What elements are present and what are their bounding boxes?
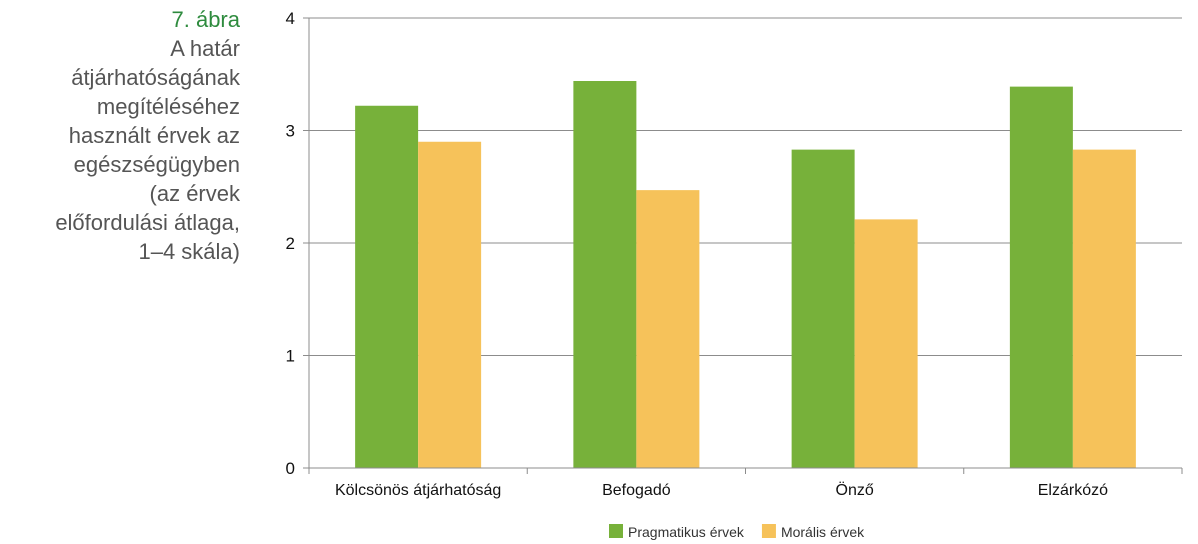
x-tick-label: Befogadó bbox=[602, 482, 671, 499]
bar bbox=[418, 141, 482, 468]
y-tick-label: 4 bbox=[286, 9, 295, 28]
y-tick-label: 3 bbox=[286, 122, 295, 141]
bar bbox=[636, 190, 700, 468]
x-tick-label: Önző bbox=[836, 481, 874, 499]
bar bbox=[791, 149, 855, 468]
figure-caption: 7. ábra A határ átjárhatóságának megítél… bbox=[0, 6, 240, 266]
x-tick-label: Elzárkózó bbox=[1038, 482, 1108, 499]
bar bbox=[573, 81, 637, 468]
legend-swatch bbox=[761, 524, 776, 538]
legend-label: Pragmatikus érvek bbox=[628, 524, 745, 540]
axes bbox=[303, 17, 1183, 474]
legend-swatch bbox=[609, 524, 623, 538]
y-tick-label: 1 bbox=[286, 347, 295, 366]
y-tick-label: 0 bbox=[286, 459, 295, 478]
y-tick-label: 2 bbox=[286, 234, 295, 253]
y-tick-labels: 0 1 2 3 4 bbox=[286, 9, 295, 478]
bar bbox=[355, 105, 419, 468]
figure-number: 7. ábra bbox=[171, 7, 241, 32]
x-tick-labels: Kölcsönös átjárhatóság Befogadó Önző Elzárk… bbox=[335, 481, 1108, 499]
legend: Pragmatikus érvek Morális érvek bbox=[609, 524, 865, 540]
bars bbox=[355, 81, 1136, 468]
bar bbox=[1009, 86, 1073, 468]
bar bbox=[1072, 149, 1136, 468]
legend-label: Morális érvek bbox=[781, 524, 865, 540]
bar bbox=[854, 219, 918, 468]
figure-title: A határ átjárhatóságának megítéléséhez h… bbox=[55, 36, 240, 264]
x-tick-label: Kölcsönös átjárhatóság bbox=[335, 482, 501, 499]
